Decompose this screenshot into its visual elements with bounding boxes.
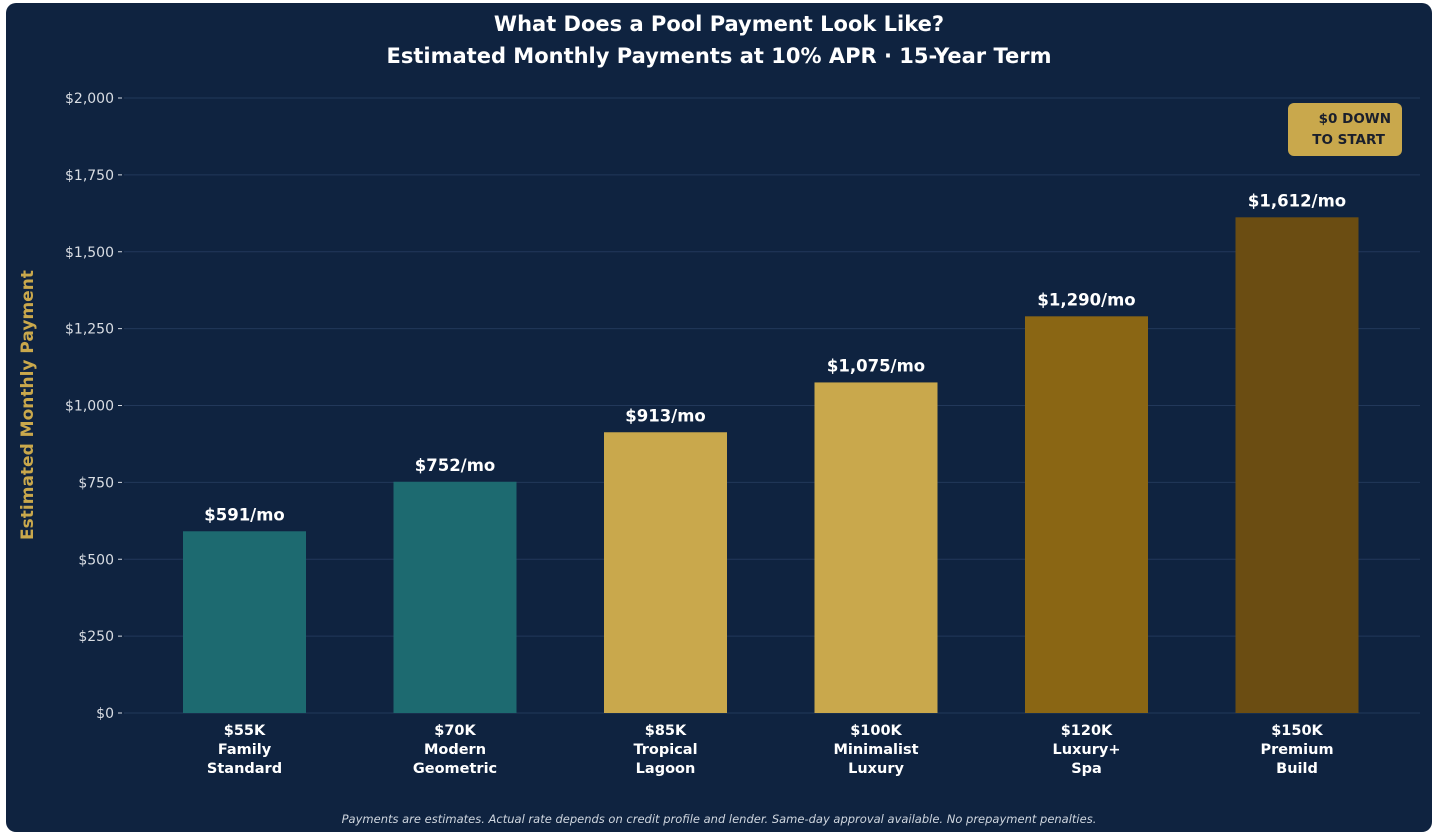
x-tick-label: Modern	[424, 742, 486, 758]
y-tick-label: $1,000	[65, 399, 114, 415]
x-tick-label: Family	[218, 742, 272, 758]
y-axis-label: Estimated Monthly Payment	[18, 270, 38, 540]
zero-down-badge: $0 DOWN TO START	[1288, 103, 1402, 156]
y-tick-label: $0	[96, 706, 114, 722]
x-tick-label: Minimalist	[833, 742, 918, 758]
y-tick-label: $750	[78, 475, 114, 491]
data-label: $1,075/mo	[827, 356, 925, 375]
chart-subtitle: Estimated Monthly Payments at 10% APR · …	[387, 44, 1052, 68]
chart-title: What Does a Pool Payment Look Like?	[494, 12, 944, 36]
x-tick-label: Tropical	[633, 742, 697, 758]
bar	[814, 382, 938, 713]
footnote: Payments are estimates. Actual rate depe…	[342, 812, 1097, 826]
x-tick-label: Luxury	[848, 761, 904, 777]
x-tick-label: $150K	[1271, 723, 1323, 739]
y-tick-label: $1,750	[65, 168, 114, 184]
y-axis-ticks: $2,000 $1,750 $1,500 $1,250 $1,000 $750 $500 $2…	[65, 91, 122, 722]
bar	[1025, 316, 1148, 713]
x-tick-label: Premium	[1260, 742, 1333, 758]
x-tick-label: Geometric	[413, 761, 497, 777]
data-label: $591/mo	[204, 505, 284, 524]
badge-background	[1288, 103, 1402, 156]
x-tick-label: Spa	[1071, 761, 1102, 777]
x-tick-label: Luxury+	[1053, 742, 1121, 758]
bar	[393, 481, 517, 713]
y-tick-label: $2,000	[65, 91, 114, 107]
data-label: $1,612/mo	[1248, 191, 1346, 210]
x-tick-label: $100K	[850, 723, 902, 739]
chart-panel: What Does a Pool Payment Look Like? Esti…	[6, 3, 1432, 832]
bar	[183, 531, 306, 713]
y-tick-label: $250	[78, 629, 114, 645]
bars	[183, 217, 1359, 713]
x-tick-label: $55K	[224, 723, 266, 739]
x-tick-label: $85K	[645, 723, 687, 739]
pool-payment-bar-chart: What Does a Pool Payment Look Like? Esti…	[18, 12, 1420, 826]
x-tick-label: Standard	[207, 761, 282, 777]
x-tick-label: $70K	[434, 723, 476, 739]
data-labels: $591/mo $752/mo $913/mo $1,075/mo $1,290/mo $…	[204, 191, 1346, 524]
bar	[1235, 217, 1359, 713]
data-label: $752/mo	[415, 456, 495, 475]
x-tick-label: $120K	[1061, 723, 1113, 739]
data-label: $1,290/mo	[1037, 290, 1135, 309]
x-tick-label: Lagoon	[636, 761, 696, 777]
y-tick-label: $1,250	[65, 322, 114, 338]
y-tick-label: $500	[78, 552, 114, 568]
y-tick-label: $1,500	[65, 245, 114, 261]
x-axis-ticks: $55K Family Standard $70K Modern Geometric $85…	[207, 723, 1334, 777]
badge-line-2: TO START	[1312, 132, 1386, 148]
x-tick-label: Build	[1276, 761, 1318, 777]
grid-lines	[124, 97, 1420, 714]
data-label: $913/mo	[625, 406, 705, 425]
bar	[604, 432, 727, 713]
badge-line-1: $0 DOWN	[1319, 111, 1391, 127]
